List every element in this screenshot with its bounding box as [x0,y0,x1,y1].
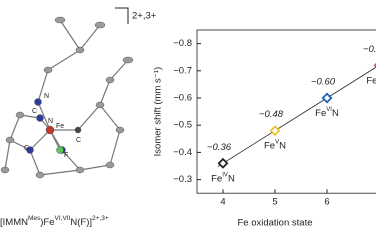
point-label-sup: V [275,139,279,145]
point-label-tail: N [228,173,235,184]
atom-label: F [64,152,68,159]
atom-label: C [24,145,29,152]
molecule-atoms [0,16,134,179]
value-label: −0.36 [207,142,232,153]
y-tick-label: −0.7 [173,65,192,76]
point-label-base: Fe [366,75,376,86]
point [217,157,229,169]
value-label: −0.48 [259,109,284,120]
point-label-base: Fe [264,140,275,151]
fit-line [217,66,376,167]
point [321,92,333,104]
point-label-base: Fe [211,173,222,184]
caption: [IMMNMes)FeVI,VIIN(F)]2+,3+ [0,215,109,228]
point-label-sup: VI [326,107,332,113]
y-axis-label: Isomer shift (mm s⁻¹) [153,67,164,156]
value-label: −0.60 [311,77,336,88]
caption-part: )Fe [40,217,54,228]
caption-part: [IMMN [0,217,28,228]
atom-label: C [32,108,37,115]
atom-label: N [48,118,53,125]
y-tick-label: −0.3 [173,174,192,185]
x-tick-label: 6 [324,197,329,208]
point-label: FeIVN [211,172,235,184]
point-label: FeVIIN [366,74,376,86]
point-label-sup: IV [222,172,228,178]
value-label: −0.72 [363,44,376,55]
x-axis-label: Fe oxidation state [238,218,313,229]
point-label: FeVIN [315,107,339,119]
x-tick-label: 5 [272,197,277,208]
point-label: FeVN [264,139,286,151]
point-label-tail: N [332,108,339,119]
atom-label: C [76,137,81,144]
x-tick-label: 4 [220,197,225,208]
chart: −0.8−0.7−0.6−0.5−0.4−0.34567Fe oxidation… [153,29,376,229]
y-tick-label: −0.5 [173,120,192,131]
plot-frame [196,29,376,194]
point [269,125,281,137]
caption-sup: 2+,3+ [92,215,109,222]
caption-sup: VI,VII [55,215,71,222]
y-tick-label: −0.8 [173,38,192,49]
caption-part: N(F)] [70,217,92,228]
point-label-base: Fe [315,108,326,119]
y-tick-label: −0.4 [173,147,192,158]
caption-sup: Mes [28,215,41,222]
atom-label: Fe [56,123,64,130]
y-tick-label: −0.6 [173,93,192,104]
charge-bracket [115,7,129,24]
point-label-tail: N [279,140,286,151]
atom-label: N [44,93,49,100]
charge-label: 2+,3+ [132,11,157,22]
